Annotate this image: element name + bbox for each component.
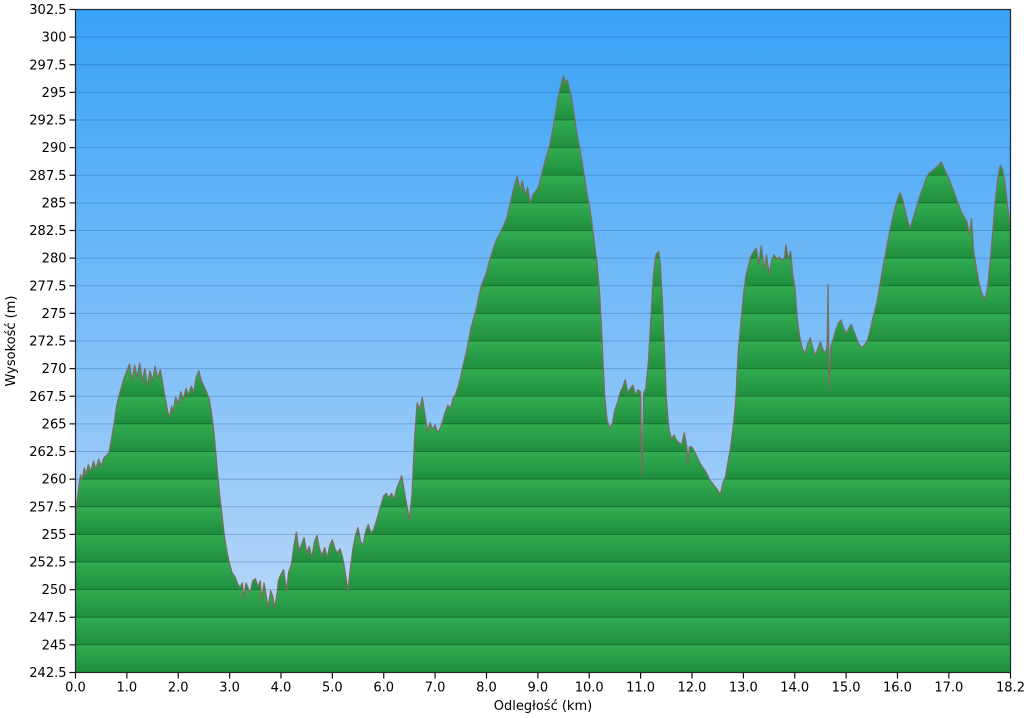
y-tick-label: 282.5 [29, 224, 66, 239]
x-tick-label: 9.0 [528, 681, 549, 696]
y-tick-label: 252.5 [29, 556, 66, 571]
y-tick-label: 272.5 [29, 335, 66, 350]
y-tick-label: 295 [42, 86, 67, 101]
elevation-area [75, 75, 1011, 673]
y-tick-label: 285 [42, 196, 67, 211]
x-axis-title: Odległość (km) [494, 699, 592, 714]
y-tick-label: 260 [42, 473, 67, 488]
x-tick-label: 13.0 [729, 681, 758, 696]
y-tick-label: 242.5 [29, 666, 66, 681]
x-tick-label: 17.0 [934, 681, 963, 696]
axes-layer [69, 8, 1012, 679]
y-tick-label: 245 [42, 638, 67, 653]
x-tick-label: 4.0 [271, 681, 292, 696]
x-tick-label: 6.0 [373, 681, 394, 696]
y-tick-label: 297.5 [29, 58, 66, 73]
x-tick-label: 0.0 [65, 681, 86, 696]
y-tick-label: 300 [42, 31, 67, 46]
y-tick-label: 247.5 [29, 611, 66, 626]
x-tick-label: 14.0 [780, 681, 809, 696]
y-tick-label: 265 [42, 417, 67, 432]
y-tick-label: 267.5 [29, 390, 66, 405]
y-tick-label: 270 [42, 362, 67, 377]
y-tick-label: 255 [42, 528, 67, 543]
y-tick-label: 275 [42, 307, 67, 322]
x-tick-label: 3.0 [219, 681, 240, 696]
x-tick-label: 18.2 [996, 681, 1024, 696]
y-axis-title: Wysokość (m) [4, 296, 19, 387]
y-tick-label: 262.5 [29, 445, 66, 460]
y-tick-label: 287.5 [29, 169, 66, 184]
x-tick-label: 12.0 [678, 681, 707, 696]
y-tick-label: 250 [42, 583, 67, 598]
y-tick-label: 280 [42, 252, 67, 267]
x-tick-label: 1.0 [117, 681, 138, 696]
y-tick-label: 257.5 [29, 500, 66, 515]
x-tick-label: 11.0 [626, 681, 655, 696]
y-tick-label: 302.5 [29, 3, 66, 18]
x-tick-label: 16.0 [883, 681, 912, 696]
elevation-outline [74, 75, 1012, 610]
x-tick-label: 2.0 [168, 681, 189, 696]
x-tick-label: 8.0 [476, 681, 497, 696]
y-tick-label: 277.5 [29, 279, 66, 294]
y-tick-label: 292.5 [29, 114, 66, 129]
x-tick-label: 7.0 [425, 681, 446, 696]
x-tick-label: 5.0 [322, 681, 343, 696]
y-tick-label: 290 [42, 141, 67, 156]
plot-border [74, 8, 1012, 674]
x-tick-label: 10.0 [575, 681, 604, 696]
tick-labels-layer: 242.5 245 247.5 250 252.5 255 257.5 260 262.5 265… [29, 3, 1024, 696]
x-tick-label: 15.0 [832, 681, 861, 696]
